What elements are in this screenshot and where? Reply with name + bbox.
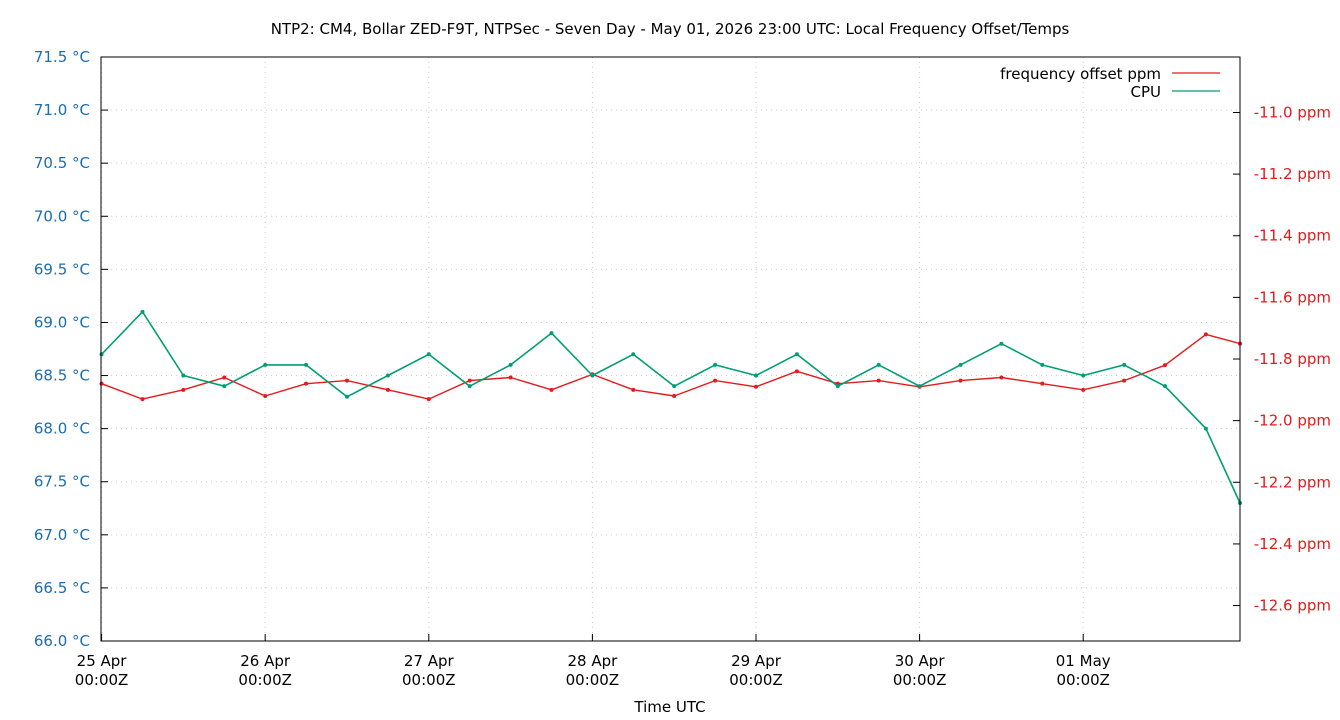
y2-tick-label: -11.6 ppm — [1254, 288, 1331, 306]
data-point — [222, 375, 227, 380]
x-tick-label: 29 Apr — [731, 652, 782, 670]
x-tick-label: 27 Apr — [404, 652, 455, 670]
data-point — [590, 373, 595, 378]
chart-title: NTP2: CM4, Bollar ZED-F9T, NTPSec - Seve… — [271, 20, 1070, 38]
x-tick-label: 30 Apr — [895, 652, 946, 670]
y-tick-label: 71.5 °C — [34, 48, 90, 66]
data-point — [631, 387, 636, 392]
x-tick-label: 00:00Z — [1056, 671, 1110, 689]
data-point — [549, 387, 554, 392]
data-point — [344, 394, 349, 399]
data-point — [958, 362, 963, 367]
data-point — [1040, 362, 1045, 367]
y-tick-label: 71.0 °C — [34, 101, 90, 119]
data-point — [999, 375, 1004, 380]
data-point — [713, 378, 718, 383]
ticks-layer: 66.0 °C 66.5 °C 67.0 °C 67.5 °C 68.0 °C 68.5 … — [34, 48, 1331, 689]
data-point — [508, 375, 513, 380]
y-tick-label: 70.5 °C — [34, 154, 90, 172]
data-point — [631, 352, 636, 357]
data-point — [426, 352, 431, 357]
data-point — [426, 397, 431, 402]
x-tick-label: 00:00Z — [238, 671, 292, 689]
data-point — [1203, 332, 1208, 337]
legend-label-cpu: CPU — [1131, 83, 1162, 101]
y2-tick-label: -12.4 ppm — [1254, 535, 1331, 553]
y-tick-label: 70.0 °C — [34, 207, 90, 225]
data-point — [181, 373, 186, 378]
y2-tick-label: -11.0 ppm — [1254, 103, 1331, 121]
data-point — [99, 352, 104, 357]
data-point — [876, 378, 881, 383]
x-tick-label: 00:00Z — [75, 671, 129, 689]
y-tick-label: 69.5 °C — [34, 260, 90, 278]
data-point — [181, 387, 186, 392]
data-point — [794, 352, 799, 357]
y-tick-label: 66.0 °C — [34, 632, 90, 650]
data-point — [999, 341, 1004, 346]
y-tick-label: 67.5 °C — [34, 473, 90, 491]
y2-tick-label: -11.2 ppm — [1254, 165, 1331, 183]
data-point — [508, 362, 513, 367]
y2-tick-label: -12.6 ppm — [1254, 597, 1331, 615]
data-point — [140, 397, 145, 402]
data-point — [753, 384, 758, 389]
data-point — [713, 362, 718, 367]
data-point — [304, 381, 309, 386]
data-point — [549, 331, 554, 336]
x-tick-label: 25 Apr — [77, 652, 128, 670]
data-point — [385, 387, 390, 392]
plot-frame — [100, 56, 1241, 642]
y-tick-label: 67.0 °C — [34, 526, 90, 544]
x-tick-label: 01 May — [1056, 652, 1111, 670]
x-tick-label: 00:00Z — [729, 671, 783, 689]
data-point — [917, 384, 922, 389]
y-tick-label: 68.5 °C — [34, 367, 90, 385]
data-point — [1122, 378, 1127, 383]
x-tick-label: 00:00Z — [893, 671, 947, 689]
data-point — [1081, 373, 1086, 378]
data-point — [344, 378, 349, 383]
data-point — [467, 384, 472, 389]
y-tick-label: 66.5 °C — [34, 579, 90, 597]
y2-tick-label: -12.2 ppm — [1254, 473, 1331, 491]
x-tick-label: 26 Apr — [240, 652, 291, 670]
data-point — [1040, 381, 1045, 386]
data-point — [304, 362, 309, 367]
y-tick-label: 68.0 °C — [34, 420, 90, 438]
data-point — [672, 384, 677, 389]
data-point — [263, 362, 268, 367]
data-point — [467, 378, 472, 383]
data-point — [222, 384, 227, 389]
y2-tick-label: -11.4 ppm — [1254, 227, 1331, 245]
data-point — [958, 378, 963, 383]
legend-label-frequency: frequency offset ppm — [1000, 65, 1161, 83]
data-point — [1203, 426, 1208, 431]
series-layer — [99, 309, 1242, 505]
data-point — [1081, 387, 1086, 392]
data-point — [794, 369, 799, 374]
data-point — [99, 381, 104, 386]
x-tick-label: 28 Apr — [567, 652, 618, 670]
data-point — [263, 393, 268, 398]
data-point — [672, 393, 677, 398]
x-axis-label: Time UTC — [633, 698, 705, 716]
data-point — [385, 373, 390, 378]
data-point — [1163, 363, 1168, 368]
data-point — [835, 384, 840, 389]
y2-tick-label: -11.8 ppm — [1254, 350, 1331, 368]
x-tick-label: 00:00Z — [402, 671, 456, 689]
data-point — [140, 309, 145, 314]
data-point — [1163, 384, 1168, 389]
data-point — [1122, 362, 1127, 367]
legend: frequency offset ppm CPU — [1000, 65, 1220, 101]
data-point — [753, 373, 758, 378]
y2-tick-label: -12.0 ppm — [1254, 412, 1331, 430]
x-tick-label: 00:00Z — [566, 671, 620, 689]
y-tick-label: 69.0 °C — [34, 313, 90, 331]
data-point — [876, 362, 881, 367]
